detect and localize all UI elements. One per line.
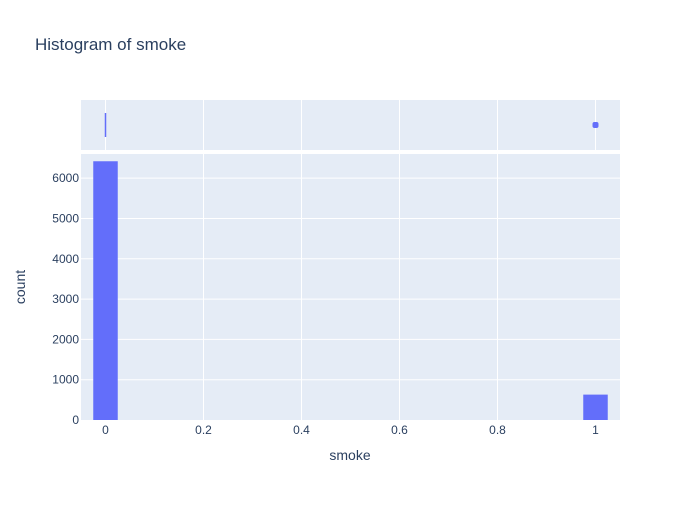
y-tick-label-1: 1000 <box>52 373 79 387</box>
marginal-plot-area <box>81 100 620 150</box>
main-plot: 0 1000 2000 3000 4000 5000 6000 0 0.2 0.4 0.6 0.8 1 <box>52 154 620 437</box>
x-tick-label-1: 0.2 <box>195 423 212 437</box>
y-tick-label-4: 4000 <box>52 252 79 266</box>
chart-title: Histogram of smoke <box>35 35 186 54</box>
histogram-bar-0 <box>93 161 118 420</box>
y-tick-label-5: 5000 <box>52 211 79 225</box>
y-axis-title: count <box>12 270 28 304</box>
x-tick-label-0: 0 <box>102 423 109 437</box>
x-tick-label-4: 0.8 <box>489 423 506 437</box>
y-tick-label-2: 2000 <box>52 332 79 346</box>
y-tick-label-3: 3000 <box>52 292 79 306</box>
marginal-panel <box>81 100 620 150</box>
x-axis-title: smoke <box>329 447 370 463</box>
x-tick-label-2: 0.4 <box>293 423 310 437</box>
plot-area <box>81 154 620 420</box>
x-tick-label-3: 0.6 <box>391 423 408 437</box>
histogram-bar-1 <box>583 394 608 420</box>
y-tick-label-0: 0 <box>72 413 79 427</box>
y-tick-label-6: 6000 <box>52 171 79 185</box>
x-tick-label-5: 1 <box>592 423 599 437</box>
rug-mark-1 <box>592 122 599 128</box>
